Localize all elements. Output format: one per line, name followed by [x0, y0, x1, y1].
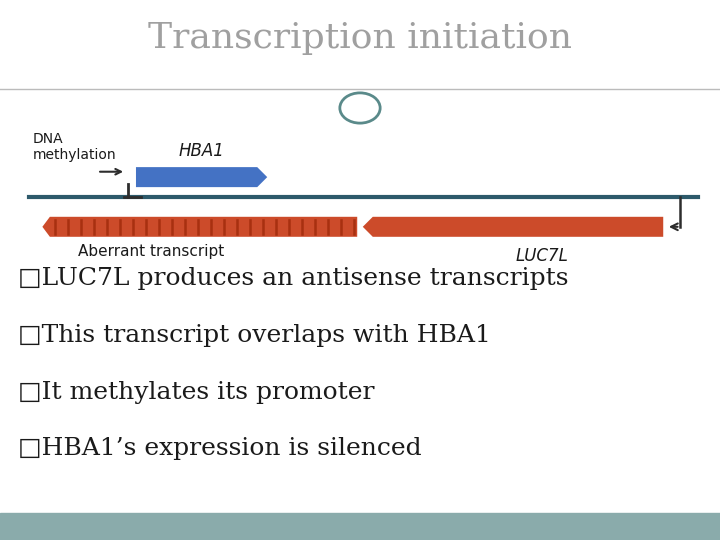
Text: □LUC7L produces an antisense transcripts: □LUC7L produces an antisense transcripts: [18, 267, 569, 291]
Text: HBA1: HBA1: [179, 142, 225, 160]
Text: □This transcript overlaps with HBA1: □This transcript overlaps with HBA1: [18, 324, 491, 347]
Bar: [0, 513, 720, 540]
Text: Aberrant transcript: Aberrant transcript: [78, 244, 225, 259]
Text: □It methylates its promoter: □It methylates its promoter: [18, 381, 374, 404]
Text: DNA
methylation: DNA methylation: [32, 132, 116, 162]
Text: □HBA1’s expression is silenced: □HBA1’s expression is silenced: [18, 437, 422, 461]
Text: Transcription initiation: Transcription initiation: [148, 21, 572, 55]
Text: LUC7L: LUC7L: [516, 247, 568, 265]
